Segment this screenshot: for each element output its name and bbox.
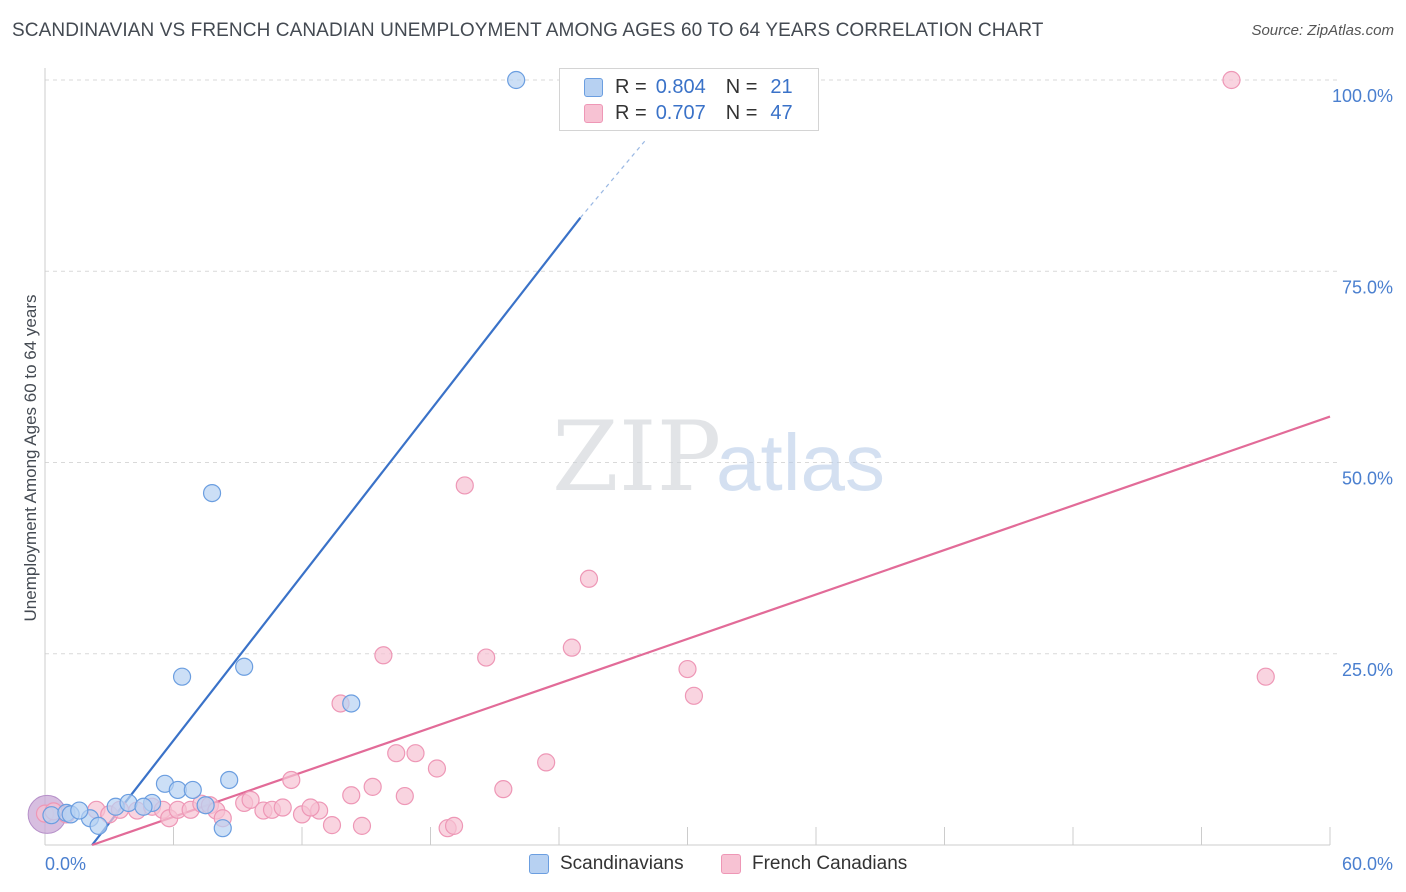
- legend-n-value: 21: [770, 75, 793, 98]
- correlation-legend: R = 0.804 N = 21 R = 0.707 N = 47: [559, 68, 819, 131]
- bottom-legend-swatch-blue: [529, 854, 549, 874]
- bottom-legend-scandinavians: Scandinavians: [529, 851, 684, 877]
- scandinavian-point: [172, 667, 192, 686]
- scandinavian-point: [134, 797, 153, 816]
- y-axis-label: Unemployment Among Ages 60 to 64 years: [21, 295, 40, 622]
- scandinavian-point: [507, 70, 526, 90]
- tick-label-layer: 25.0% 50.0% 75.0% 100.0% 0.0% 60.0%: [45, 86, 1393, 874]
- trendline-layer: [91, 140, 1331, 847]
- legend-swatch-blue: [584, 77, 603, 97]
- french-canadian-point: [395, 786, 414, 806]
- french-canadian-point: [322, 816, 342, 835]
- y-tick-label: 100.0%: [1332, 86, 1393, 106]
- scandinavian-point: [89, 816, 108, 835]
- axes-layer: [44, 68, 1330, 846]
- bottom-legend-french-canadians: French Canadians: [721, 851, 907, 877]
- scandinavian-point: [183, 780, 202, 800]
- french-canadian-point: [684, 686, 704, 705]
- legend-swatch-pink: [584, 103, 603, 123]
- french-canadian-point: [406, 744, 425, 763]
- legend-row-scandinavians: R = 0.804 N = 21: [584, 74, 793, 100]
- x-tick-label: 0.0%: [45, 854, 86, 874]
- legend-r-label: R =: [615, 101, 647, 124]
- french-canadian-point: [678, 659, 697, 679]
- grid-layer: [45, 79, 1338, 845]
- french-canadian-point: [537, 753, 556, 772]
- scandinavian-point: [119, 793, 138, 813]
- x-tick-label: 60.0%: [1342, 854, 1393, 874]
- french-canadian-point: [363, 777, 382, 796]
- scandinavian-point: [70, 801, 89, 820]
- scandinavian-point: [213, 819, 232, 838]
- chart-title: SCANDINAVIAN VS FRENCH CANADIAN UNEMPLOY…: [12, 20, 1044, 41]
- legend-n-label: N =: [725, 101, 758, 124]
- y-tick-label: 25.0%: [1342, 660, 1393, 680]
- french-canadian-point: [352, 816, 372, 835]
- y-tick-label: 50.0%: [1342, 469, 1393, 489]
- french-canadian-point: [342, 786, 361, 805]
- french-canadian-point: [374, 646, 393, 665]
- legend-row-french-canadians: R = 0.707 N = 47: [584, 100, 793, 126]
- watermark-zip: ZIP: [552, 401, 721, 513]
- scandinavian-point: [196, 796, 215, 815]
- french-canadian-point: [579, 569, 599, 588]
- french-canadian-point: [273, 798, 292, 817]
- french-canadian-point: [282, 770, 301, 790]
- french-canadian-point: [444, 816, 464, 835]
- french-canadian-point: [477, 648, 496, 667]
- scandinavian-point: [42, 806, 61, 825]
- trendline-scandinavians-extension: [579, 140, 646, 219]
- french-canadian-point: [427, 759, 447, 778]
- scandinavian-point: [235, 657, 254, 676]
- source-credit: Source: ZipAtlas.com: [1251, 22, 1394, 39]
- french-canadian-point: [387, 744, 406, 763]
- watermark-atlas: atlas: [716, 418, 885, 507]
- legend-r-value: 0.804: [655, 75, 706, 98]
- scandinavian-point: [220, 770, 239, 790]
- bottom-legend-label: French Canadians: [752, 853, 908, 874]
- french-canadian-point: [241, 790, 260, 809]
- legend-r-value: 0.707: [655, 101, 706, 124]
- points-layer: [27, 70, 1275, 838]
- french-canadian-point: [455, 476, 474, 495]
- scandinavian-point: [342, 694, 361, 713]
- french-canadian-point: [301, 798, 320, 817]
- scandinavian-point: [202, 484, 222, 503]
- trendline-scandinavians: [91, 217, 582, 846]
- watermark: ZIP atlas: [552, 401, 885, 513]
- french-canadian-point: [1256, 667, 1275, 686]
- trendline-french-canadians: [91, 415, 1331, 847]
- french-canadian-point: [1222, 70, 1241, 90]
- bottom-legend-label: Scandinavians: [560, 853, 684, 874]
- french-canadian-point: [494, 780, 513, 799]
- y-tick-label: 75.0%: [1342, 277, 1393, 297]
- legend-n-value: 47: [770, 101, 793, 124]
- french-canadian-point: [562, 638, 581, 657]
- legend-n-label: N =: [725, 75, 758, 98]
- bottom-legend-swatch-pink: [721, 854, 741, 874]
- legend-r-label: R =: [615, 75, 647, 98]
